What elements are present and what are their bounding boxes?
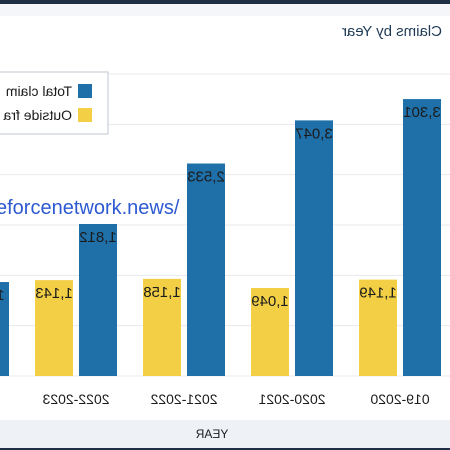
bar-value-label-group: 1,049 bbox=[251, 293, 289, 310]
bar-total-2020-2021 bbox=[295, 120, 333, 376]
legend-entries: Total claim Outside fra bbox=[3, 83, 92, 123]
category-label: 2020-2021 bbox=[258, 391, 325, 407]
legend: Total claim Outside fra bbox=[0, 71, 109, 135]
bar-value-label-group: 2,533 bbox=[187, 169, 225, 186]
bar-total-2019-2020 bbox=[403, 99, 441, 377]
category-label-group: 019-2020 bbox=[370, 391, 429, 407]
chart-panel: 3,301 1,149 3,047 1,049 2,533 1,158 1,812 1,143… bbox=[0, 4, 450, 448]
bar-total-2022-2023 bbox=[79, 223, 117, 376]
bar-outside-2022-2023 bbox=[35, 280, 73, 376]
bar-value-label-group: 3,301 bbox=[403, 104, 441, 121]
bar-value-label-total: 1,12 bbox=[0, 287, 5, 304]
bars bbox=[0, 99, 441, 377]
bar-total-2021-2022 bbox=[187, 163, 225, 376]
legend-label-outside: Outside fra bbox=[3, 107, 72, 123]
legend-swatch-outside bbox=[78, 108, 92, 122]
watermark-text: eforcenetwork.news/ bbox=[0, 197, 180, 219]
chart-title: Claims by Year bbox=[342, 23, 442, 40]
bar-value-label-total: 3,301 bbox=[403, 104, 441, 121]
category-label-group: 2022-2023 bbox=[42, 391, 109, 407]
bar-outside-2021-2022 bbox=[143, 278, 181, 376]
bar-value-labels: 3,301 1,149 3,047 1,049 2,533 1,158 1,812 1,143… bbox=[0, 104, 441, 310]
x-axis-band bbox=[0, 420, 450, 448]
legend-swatch-total bbox=[78, 84, 92, 98]
legend-box bbox=[0, 71, 109, 135]
bar-value-label-total: 2,533 bbox=[187, 169, 225, 186]
bar-value-label-group: 1,158 bbox=[143, 284, 181, 301]
x-axis-label: YEAR bbox=[195, 427, 228, 441]
category-label: 2022-2023 bbox=[42, 391, 109, 407]
bar-value-label-outside: 1,049 bbox=[251, 293, 289, 310]
category-label-group: 2020-2021 bbox=[258, 391, 325, 407]
bar-value-label-group: 3,047 bbox=[295, 125, 333, 142]
category-label: 2021-2022 bbox=[150, 391, 217, 407]
bar-value-label-group: 1,143 bbox=[35, 285, 73, 302]
bar-value-label-group: 1,12 bbox=[0, 287, 5, 304]
bar-chart: 3,301 1,149 3,047 1,049 2,533 1,158 1,812 1,143… bbox=[0, 23, 450, 448]
bar-value-label-total: 3,047 bbox=[295, 125, 333, 142]
bar-value-label-group: 1,812 bbox=[79, 229, 117, 246]
bar-value-label-group: 1,149 bbox=[359, 285, 397, 302]
bar-value-label-outside: 1,143 bbox=[35, 285, 73, 302]
bar-outside-2019-2020 bbox=[359, 279, 397, 376]
bar-outside-2020-2021 bbox=[251, 288, 289, 376]
bar-value-label-total: 1,812 bbox=[79, 229, 117, 246]
top-bar bbox=[0, 4, 450, 16]
category-label: 019-2020 bbox=[370, 391, 429, 407]
x-axis-label-group: YEAR bbox=[195, 427, 228, 441]
title-group: Claims by Year bbox=[342, 23, 442, 40]
bar-value-label-outside: 1,149 bbox=[359, 285, 397, 302]
legend-label-total: Total claim bbox=[6, 83, 72, 99]
bar-value-label-outside: 1,158 bbox=[143, 284, 181, 301]
category-label-group: 2021-2022 bbox=[150, 391, 217, 407]
bar-total-2023-2024 bbox=[0, 282, 9, 376]
